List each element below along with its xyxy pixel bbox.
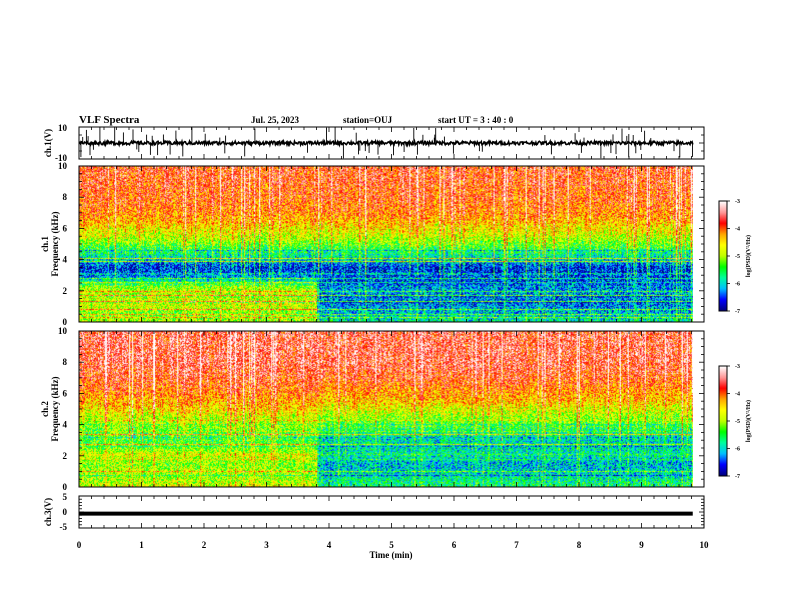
y-tick-label: 6 (63, 223, 68, 233)
ch1-spectrogram-ylabel: Frequency (kHz) (50, 211, 60, 276)
ch2-spectrogram-image (79, 331, 693, 487)
y-tick-label: 0 (63, 482, 68, 492)
ch3-trace-panel: 5 0 -5 ch.3(V) (43, 492, 705, 532)
colorbar-gradient-image (719, 201, 727, 311)
ch1-colorbar: -3 -4 -5 -6 -7 log(PSD)(V²/Hz) (718, 199, 752, 315)
y-tick-label: 0 (63, 317, 68, 327)
ch3-ytick-middle: 0 (63, 507, 68, 517)
y-tick-label: 4 (63, 255, 68, 265)
ch2-spectrogram-ylabel: Frequency (kHz) (50, 376, 60, 441)
colorbar-tick-label: -5 (735, 419, 740, 425)
ch1-spectrogram-channel-label: ch.1 (40, 236, 50, 252)
x-tick-label: 8 (577, 540, 582, 550)
ch2-colorbar-label: log(PSD)(V²/Hz) (745, 400, 752, 442)
y-tick-label: 2 (63, 451, 68, 461)
ch1-ytick-bottom: -10 (55, 153, 67, 163)
y-tick-label: 10 (58, 326, 68, 336)
x-tick-label: 3 (264, 540, 269, 550)
colorbar-tick-label: -6 (735, 282, 740, 288)
x-axis-label: Time (min) (369, 550, 412, 560)
y-tick-label: 2 (63, 286, 68, 296)
y-tick-label: 4 (63, 420, 68, 430)
x-axis-tick-labels: 0 1 2 3 4 5 6 7 8 9 10 (77, 540, 709, 550)
y-tick-label: 10 (58, 161, 68, 171)
ch2-colorbar: -3 -4 -5 -6 -7 log(PSD)(V²/Hz) (718, 364, 752, 480)
ch3-ytick-top: 5 (63, 492, 68, 502)
y-tick-label: 8 (63, 357, 68, 367)
ch1-spectrogram-panel: 0 2 4 6 8 10 ch.1 Frequency (kHz) (40, 161, 705, 327)
colorbar-tick-label: -3 (735, 364, 740, 370)
x-tick-label: 0 (77, 540, 82, 550)
start-time-label: start UT = 3 : 40 : 0 (438, 115, 514, 125)
colorbar-tick-label: -5 (735, 254, 740, 260)
ch1-waveform-line (78, 138, 694, 148)
colorbar-tick-label: -7 (735, 474, 740, 480)
ch2-spectrogram-panel: 0 2 4 6 8 10 ch.2 Frequency (kHz) (40, 326, 705, 492)
ch2-spectrogram-channel-label: ch.2 (40, 401, 50, 417)
x-tick-label: 6 (452, 540, 457, 550)
station-label: station=OUJ (343, 115, 393, 125)
ch1-colorbar-label: log(PSD)(V²/Hz) (745, 235, 752, 277)
ch1-waveform-panel: 10 -10 ch.1(V) (43, 123, 705, 163)
x-tick-label: 7 (514, 540, 519, 550)
colorbar-tick-label: -3 (735, 199, 740, 205)
ch1-waveform-ylabel: ch.1(V) (43, 129, 53, 157)
y-tick-label: 8 (63, 192, 68, 202)
colorbar-tick-label: -6 (735, 447, 740, 453)
y-tick-label: 6 (63, 388, 68, 398)
x-tick-label: 2 (202, 540, 207, 550)
x-tick-label: 4 (327, 540, 332, 550)
ch1-ytick-top: 10 (58, 123, 68, 133)
colorbar-gradient-image (719, 366, 727, 476)
date-label: Jul. 25, 2023 (251, 115, 300, 125)
colorbar-tick-label: -7 (735, 309, 740, 315)
ch1-waveform-trace (78, 127, 694, 159)
colorbar-tick-label: -4 (735, 227, 740, 233)
x-tick-label: 9 (639, 540, 644, 550)
colorbar-tick-label: -4 (735, 392, 740, 398)
x-tick-label: 5 (389, 540, 394, 550)
ch3-trace-ylabel: ch.3(V) (43, 498, 53, 526)
x-tick-label: 10 (700, 540, 710, 550)
x-tick-label: 1 (139, 540, 144, 550)
ch3-ytick-bottom: -5 (60, 522, 68, 532)
figure-title: VLF Spectra (79, 114, 140, 126)
ch1-spectrogram-image (79, 166, 693, 322)
